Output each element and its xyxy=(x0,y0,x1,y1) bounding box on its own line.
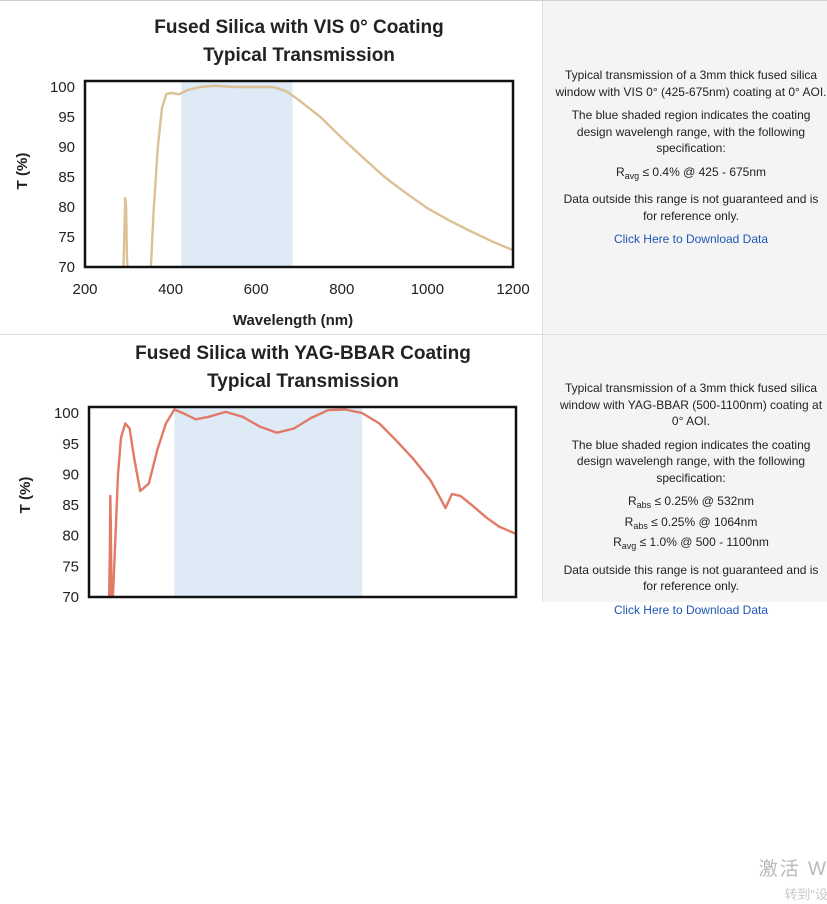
plot-frame xyxy=(83,79,515,269)
y-tick-label: 80 xyxy=(58,199,75,216)
transmission-line-2 xyxy=(111,408,516,597)
shaded-note-text: The blue shaded region indicates the coa… xyxy=(571,108,811,155)
spec-subscript: abs xyxy=(633,520,648,531)
transmission-chart-yag-bbar: Fused Silica with YAG-BBAR Coating Typica… xyxy=(17,343,518,606)
spec-symbol: R xyxy=(624,514,634,529)
chart-row-2: Fused Silica with YAG-BBAR Coating Typica… xyxy=(0,334,827,902)
y-tick-label: 90 xyxy=(58,139,75,156)
y-axis-label: T (%) xyxy=(14,153,31,190)
chart-subtitle: Typical Transmission xyxy=(207,371,399,392)
x-tick-label: 600 xyxy=(244,281,269,298)
chart-title: Fused Silica with VIS 0° Coating xyxy=(154,17,443,38)
chart-panel-2: Fused Silica with YAG-BBAR Coating Typica… xyxy=(0,335,542,606)
info-panel-1: Typical transmission of a 3mm thick fuse… xyxy=(542,1,827,334)
disclaimer-text: Data outside this range is not guarantee… xyxy=(563,562,819,594)
x-tick-label: 1000 xyxy=(411,281,444,298)
spec-line: Rabs ≤ 0.25% @ 1064nm xyxy=(555,514,827,535)
spec-symbol: R xyxy=(627,494,637,508)
y-tick-label: 95 xyxy=(58,109,75,126)
spec-list: Ravg ≤ 0.4% @ 425 - 675nm xyxy=(555,164,827,185)
plot-frame xyxy=(87,405,518,599)
disclaimer-text: Data outside this range is not guarantee… xyxy=(563,192,819,223)
y-tick-label: 95 xyxy=(62,436,79,453)
chart-subtitle: Typical Transmission xyxy=(203,45,395,66)
download-data-link[interactable]: Click Here to Download Data xyxy=(613,232,769,246)
y-tick-label: 85 xyxy=(62,497,79,514)
spec-value: ≤ 0.4% @ 425 - 675nm xyxy=(639,164,767,179)
x-tick-label: 800 xyxy=(329,281,354,298)
spec-subscript: avg xyxy=(624,170,640,181)
x-tick-label: 200 xyxy=(72,281,97,298)
spec-value: ≤ 0.25% @ 1064nm xyxy=(647,514,758,529)
y-tick-label: 80 xyxy=(62,528,79,545)
y-tick-label: 75 xyxy=(58,229,75,246)
series-group xyxy=(122,84,513,267)
x-axis-label: Wavelength (nm) xyxy=(233,312,353,329)
spec-symbol: R xyxy=(613,535,622,549)
design-range-shading xyxy=(174,407,363,597)
y-tick-label: 75 xyxy=(62,558,79,575)
download-data-link[interactable]: Click Here to Download Data xyxy=(613,602,769,617)
transmission-line-2 xyxy=(149,84,513,267)
series-group xyxy=(107,408,516,597)
spec-line: Rabs ≤ 0.25% @ 532nm xyxy=(555,493,827,514)
spec-list: Rabs ≤ 0.25% @ 532nm Rabs ≤ 0.25% @ 1064n… xyxy=(555,493,827,555)
x-tick-label: 400 xyxy=(158,281,183,298)
y-tick-label: 70 xyxy=(58,259,75,276)
info-panel-2: Typical transmission of a 3mm thick fuse… xyxy=(542,335,827,902)
design-range-shading xyxy=(181,81,293,267)
shaded-note-text: The blue shaded region indicates the coa… xyxy=(571,437,811,485)
y-tick-label: 85 xyxy=(58,169,75,186)
y-tick-label: 100 xyxy=(50,79,75,96)
y-axis-label: T (%) xyxy=(17,477,34,514)
watermark-subtext: 转到"设 xyxy=(784,887,827,902)
description-text: Typical transmission of a 3mm thick fuse… xyxy=(559,381,823,428)
chart-panel-1: Fused Silica with VIS 0° Coating Typical … xyxy=(0,1,542,334)
chart-row-1: Fused Silica with VIS 0° Coating Typical … xyxy=(0,0,827,334)
spec-subscript: avg xyxy=(621,541,637,551)
spec-symbol: R xyxy=(615,164,625,179)
spec-line: Ravg ≤ 0.4% @ 425 - 675nm xyxy=(555,164,827,185)
spec-value: ≤ 1.0% @ 500 - 1100nm xyxy=(636,535,769,549)
watermark-text: 激活 W xyxy=(758,859,827,880)
chart-title: Fused Silica with YAG-BBAR Coating xyxy=(135,343,471,364)
spec-subscript: abs xyxy=(636,500,652,510)
y-tick-label: 90 xyxy=(62,466,79,483)
x-tick-label: 1200 xyxy=(496,281,529,298)
y-tick-label: 70 xyxy=(62,589,79,602)
transmission-chart-vis: Fused Silica with VIS 0° Coating Typical … xyxy=(14,17,530,329)
transmission-line-1 xyxy=(122,196,129,267)
spec-line: Ravg ≤ 1.0% @ 500 - 1100nm xyxy=(555,534,827,555)
y-tick-label: 100 xyxy=(54,405,79,422)
description-text: Typical transmission of a 3mm thick fuse… xyxy=(555,68,827,99)
spec-value: ≤ 0.25% @ 532nm xyxy=(651,494,755,508)
transmission-line-1 xyxy=(107,494,113,597)
